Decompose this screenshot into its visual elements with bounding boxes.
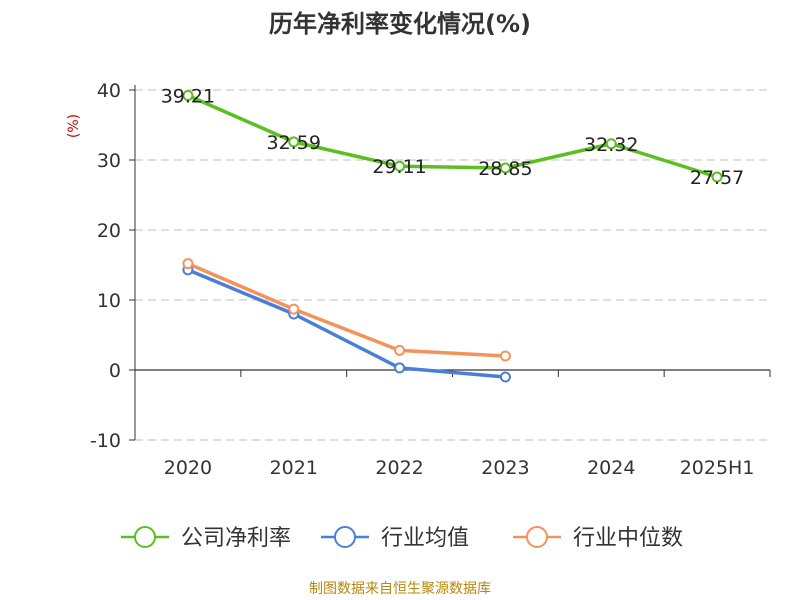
y-tick-label: -10 <box>90 430 121 452</box>
data-point <box>394 362 406 374</box>
data-point <box>711 171 723 183</box>
y-tick-label: 0 <box>109 360 121 382</box>
x-tick-label: 2021 <box>270 457 318 479</box>
legend-label: 行业中位数 <box>573 526 683 551</box>
data-label: 28.85 <box>478 158 532 180</box>
y-tick-label: 20 <box>97 220 121 242</box>
axes: -10 0 10 20 30 40 2020 2021 2022 2023 2024 2025H1 <box>90 80 771 479</box>
data-point <box>499 350 511 362</box>
series-line <box>187 268 506 379</box>
legend: 公司净利率 行业均值 行业中位数 <box>121 526 683 551</box>
data-point <box>288 303 300 315</box>
data-point <box>605 138 617 150</box>
data-point <box>499 371 511 383</box>
data-point <box>182 90 194 102</box>
x-tick-label: 2024 <box>587 457 635 479</box>
series-group <box>182 90 723 383</box>
x-tick-label: 2023 <box>481 457 529 479</box>
legend-label: 行业均值 <box>381 526 469 551</box>
data-point <box>394 160 406 172</box>
data-point <box>394 344 406 356</box>
x-tick-label: 2025H1 <box>680 457 755 479</box>
data-label: 32.32 <box>584 134 638 156</box>
x-tick-label: 2020 <box>164 457 212 479</box>
y-tick-label: 40 <box>97 80 121 102</box>
legend-marker <box>334 526 356 548</box>
y-axis-label: (%) <box>66 114 82 138</box>
y-tick-label: 30 <box>97 150 121 172</box>
series-line <box>187 261 506 358</box>
legend-marker <box>526 526 548 548</box>
chart-title: 历年净利率变化情况(%) <box>269 10 531 38</box>
data-point <box>288 136 300 148</box>
data-labels: 39.21 32.59 29.11 28.85 32.32 27.57 <box>161 86 745 189</box>
data-point <box>182 258 194 270</box>
data-label: 39.21 <box>161 86 215 108</box>
data-label: 29.11 <box>372 156 426 178</box>
x-tick-label: 2022 <box>375 457 423 479</box>
grid-lines <box>135 89 770 441</box>
data-label: 27.57 <box>690 167 744 189</box>
data-source-note: 制图数据来自恒生聚源数据库 <box>309 581 491 597</box>
y-tick-label: 10 <box>97 290 121 312</box>
data-label: 32.59 <box>267 132 321 154</box>
series-line <box>187 93 718 179</box>
data-point <box>499 162 511 174</box>
legend-marker <box>134 526 156 548</box>
legend-label: 公司净利率 <box>181 526 291 551</box>
